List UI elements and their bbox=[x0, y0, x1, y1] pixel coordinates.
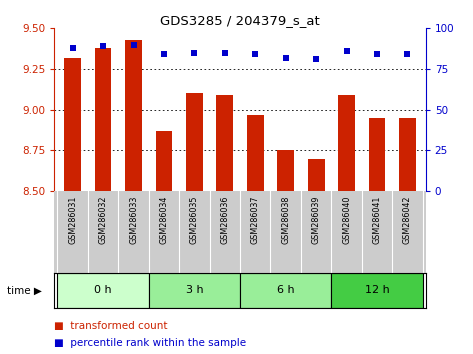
Title: GDS3285 / 204379_s_at: GDS3285 / 204379_s_at bbox=[160, 14, 320, 27]
Bar bbox=[186, 93, 203, 191]
Text: GSM286038: GSM286038 bbox=[281, 195, 290, 244]
Text: GSM286042: GSM286042 bbox=[403, 195, 412, 244]
Text: GSM286040: GSM286040 bbox=[342, 195, 351, 244]
Bar bbox=[277, 150, 294, 191]
Point bbox=[69, 45, 77, 51]
Text: GSM286039: GSM286039 bbox=[312, 195, 321, 244]
Text: GSM286031: GSM286031 bbox=[68, 195, 77, 244]
Point bbox=[160, 52, 168, 57]
Text: ■  transformed count: ■ transformed count bbox=[54, 321, 168, 331]
Point bbox=[130, 42, 137, 47]
Point bbox=[282, 55, 289, 61]
Bar bbox=[64, 58, 81, 191]
Point bbox=[312, 56, 320, 62]
Text: GSM286032: GSM286032 bbox=[98, 195, 107, 244]
Bar bbox=[368, 118, 385, 191]
Bar bbox=[308, 159, 324, 191]
Bar bbox=[95, 48, 112, 191]
Bar bbox=[149, 273, 240, 308]
Point bbox=[221, 50, 228, 56]
Text: GSM286033: GSM286033 bbox=[129, 195, 138, 244]
Text: time ▶: time ▶ bbox=[7, 285, 42, 295]
Bar bbox=[332, 273, 423, 308]
Text: ■  percentile rank within the sample: ■ percentile rank within the sample bbox=[54, 338, 246, 348]
Point bbox=[99, 44, 107, 49]
Point bbox=[252, 52, 259, 57]
Text: GSM286035: GSM286035 bbox=[190, 195, 199, 244]
Point bbox=[403, 52, 411, 57]
Text: 6 h: 6 h bbox=[277, 285, 295, 295]
Text: GSM286036: GSM286036 bbox=[220, 195, 229, 244]
Bar bbox=[217, 95, 233, 191]
Point bbox=[373, 52, 381, 57]
Text: 12 h: 12 h bbox=[365, 285, 389, 295]
Text: GSM286034: GSM286034 bbox=[159, 195, 168, 244]
Text: GSM286041: GSM286041 bbox=[373, 195, 382, 244]
Bar bbox=[399, 118, 416, 191]
Bar bbox=[125, 40, 142, 191]
Bar bbox=[156, 131, 172, 191]
Point bbox=[343, 48, 350, 54]
Text: GSM286037: GSM286037 bbox=[251, 195, 260, 244]
Text: 3 h: 3 h bbox=[185, 285, 203, 295]
Bar bbox=[247, 115, 263, 191]
Bar bbox=[338, 95, 355, 191]
Text: 0 h: 0 h bbox=[94, 285, 112, 295]
Bar bbox=[57, 273, 149, 308]
Point bbox=[191, 50, 198, 56]
Bar bbox=[240, 273, 332, 308]
